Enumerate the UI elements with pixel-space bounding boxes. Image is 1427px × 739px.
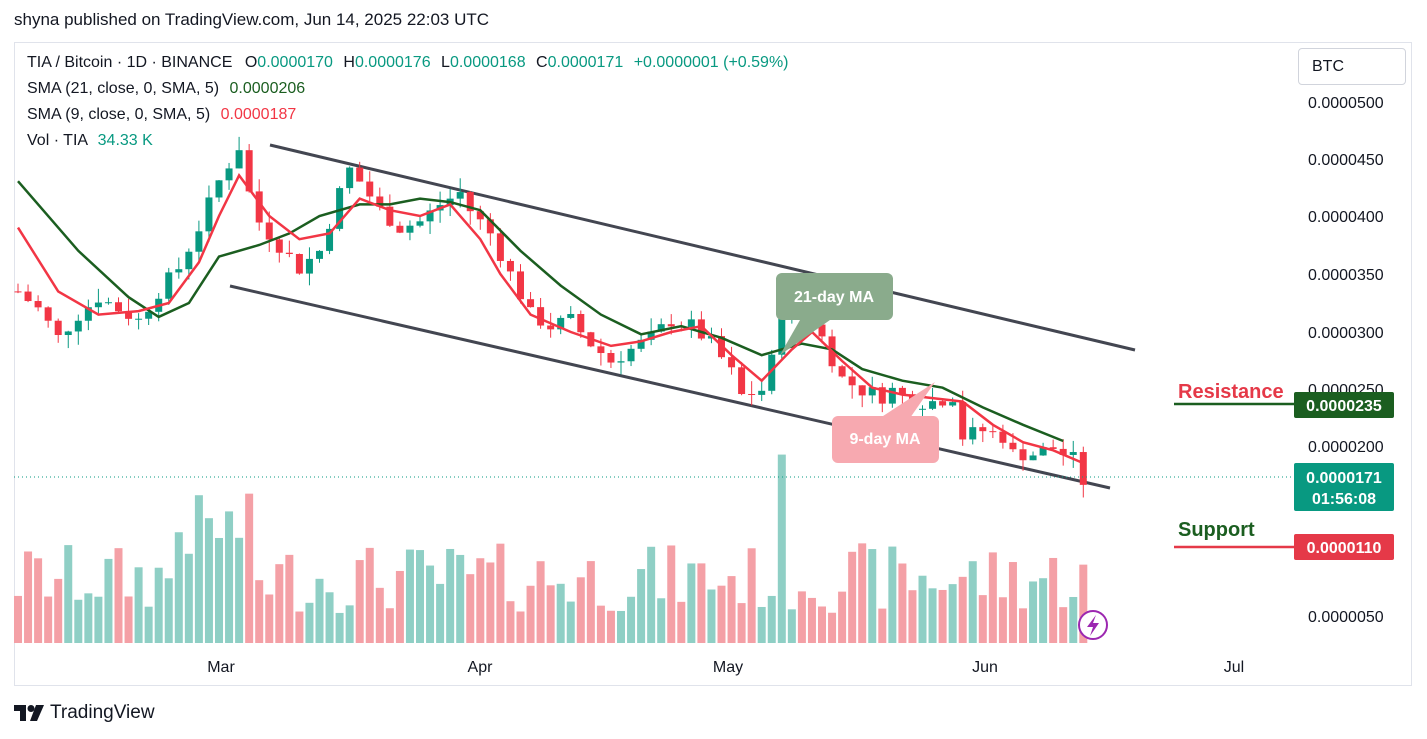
tradingview-icon (14, 705, 44, 721)
low-label: L (441, 54, 450, 71)
ohlc-legend: TIA / Bitcoin · 1D · BINANCE O0.0000170 … (27, 54, 789, 72)
low-value: 0.0000168 (449, 54, 526, 71)
high-label: H (343, 54, 355, 71)
sma21-label: SMA (21, close, 0, SMA, 5) (27, 80, 220, 97)
sma9-legend[interactable]: SMA (9, close, 0, SMA, 5) 0.0000187 (27, 106, 296, 124)
close-label: C (536, 54, 548, 71)
volume-value: 34.33 K (97, 132, 153, 149)
chart-frame (14, 42, 1412, 686)
publisher-header: shyna published on TradingView.com, Jun … (14, 10, 490, 29)
close-value: 0.0000171 (547, 54, 624, 71)
symbol-label[interactable]: TIA / Bitcoin · 1D · BINANCE (27, 54, 233, 71)
change-value: +0.0000001 (+0.59%) (633, 54, 789, 71)
open-label: O (244, 54, 258, 71)
volume-label: Vol · TIA (27, 132, 88, 149)
sma21-legend[interactable]: SMA (21, close, 0, SMA, 5) 0.0000206 (27, 80, 305, 98)
open-value: 0.0000170 (257, 54, 333, 71)
tradingview-logo[interactable]: TradingView (14, 702, 155, 724)
volume-legend[interactable]: Vol · TIA 34.33 K (27, 132, 153, 150)
sma21-value: 0.0000206 (229, 80, 306, 97)
currency-selector[interactable]: BTC (1298, 48, 1406, 85)
sma9-label: SMA (9, close, 0, SMA, 5) (27, 106, 211, 123)
high-value: 0.0000176 (354, 54, 431, 71)
brand-label: TradingView (50, 702, 155, 723)
sma9-value: 0.0000187 (220, 106, 297, 123)
